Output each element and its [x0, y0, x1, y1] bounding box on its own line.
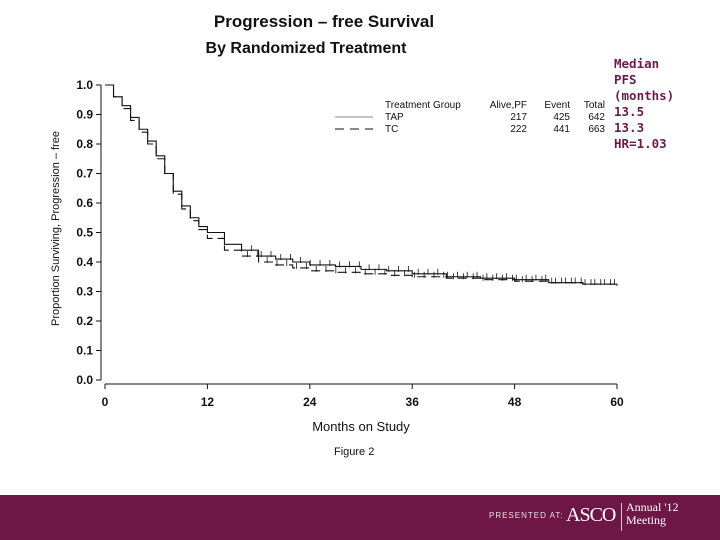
x-tick-label: 36 — [406, 395, 420, 409]
y-tick-label: 0.9 — [76, 108, 93, 122]
y-tick-label: 1.0 — [76, 78, 93, 92]
annotation-tc-median: 13.3 — [614, 120, 645, 135]
annotation-line-months: (months) — [614, 88, 675, 103]
legend-cell: 441 — [553, 124, 570, 135]
presented-at-label: PRESENTED AT: — [489, 511, 564, 520]
annotation-line-pfs: PFS — [614, 72, 637, 87]
y-axis-label: Proportion Surviving, Progression – free — [50, 131, 62, 326]
km-plot: 0.0 0.1 0.2 0.3 0.4 0.5 0.6 0.7 0.8 0.9 1.0 0 12 24 36… — [50, 78, 624, 434]
x-tick-label: 0 — [102, 395, 109, 409]
legend-cell: 217 — [510, 112, 527, 123]
legend-header: Treatment Group — [385, 100, 461, 111]
annotation-hazard-ratio: HR=1.03 — [614, 136, 667, 151]
legend: Treatment Group Alive,PF Event Total TAP 217 4… — [335, 100, 605, 135]
annual-meeting-logo: Annual '12 Meeting — [626, 501, 679, 527]
legend-cell: 425 — [553, 112, 570, 123]
legend-header: Total — [584, 100, 605, 111]
legend-cell: TAP — [385, 112, 404, 123]
legend-cell: TC — [385, 124, 398, 135]
figure-caption: Figure 2 — [334, 446, 375, 458]
legend-header: Event — [544, 100, 570, 111]
chart-title: Progression – free Survival — [213, 12, 435, 31]
axes: 0.0 0.1 0.2 0.3 0.4 0.5 0.6 0.7 0.8 0.9 1.0 0 12 24 36… — [50, 78, 624, 434]
chart-subtitle: By Randomized Treatment — [205, 40, 407, 57]
survival-lines — [105, 84, 618, 286]
y-tick-label: 0.5 — [76, 226, 93, 240]
legend-cell: 642 — [588, 112, 605, 123]
x-tick-label: 24 — [303, 395, 317, 409]
y-tick-label: 0.7 — [76, 167, 93, 181]
y-tick-label: 0.1 — [76, 344, 93, 358]
y-tick-label: 0.8 — [76, 137, 93, 151]
y-tick-label: 0.2 — [76, 314, 93, 328]
legend-cell: 663 — [588, 124, 605, 135]
legend-cell: 222 — [510, 124, 527, 135]
censor-marks-tc — [247, 251, 611, 286]
censor-marks-tap — [241, 245, 615, 286]
x-axis-label: Months on Study — [312, 419, 410, 434]
logo-divider — [621, 503, 622, 531]
y-tick-label: 0.3 — [76, 285, 93, 299]
legend-header: Alive,PF — [490, 100, 527, 111]
footer-bar: PRESENTED AT: ASCO Annual '12 Meeting — [0, 495, 720, 540]
asco-logo: ASCO — [566, 504, 616, 526]
series-line-tc — [105, 84, 618, 286]
annual-meeting-line2: Meeting — [626, 513, 666, 527]
y-tick-label: 0.6 — [76, 196, 93, 210]
y-tick-label: 0.4 — [76, 255, 93, 269]
annotation-line-median: Median — [614, 56, 660, 71]
y-tick-label: 0.0 — [76, 373, 93, 387]
annotation-tap-median: 13.5 — [614, 104, 645, 119]
x-tick-label: 48 — [508, 395, 522, 409]
x-tick-label: 60 — [610, 395, 624, 409]
annual-meeting-line1: Annual '12 — [626, 500, 679, 514]
x-tick-label: 12 — [201, 395, 215, 409]
median-pfs-annotation: Median PFS (months) 13.5 13.3 HR=1.03 — [614, 56, 674, 152]
series-line-tap — [105, 84, 618, 286]
